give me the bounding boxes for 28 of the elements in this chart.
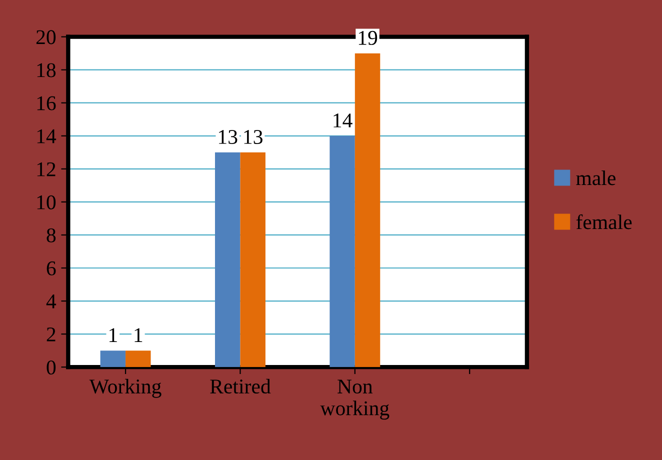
x-tick-label: Working	[89, 378, 162, 398]
y-tick-label: 20	[36, 30, 56, 44]
data-label: 1	[110, 328, 117, 342]
data-label: 13	[219, 130, 238, 144]
y-tick-label: 10	[37, 195, 56, 210]
bar	[214, 152, 240, 368]
y-tick-label: 18	[37, 63, 56, 78]
y-tick-label: 8	[46, 228, 56, 242]
x-tick-label: Retired	[210, 378, 271, 394]
y-tick-label: 14	[37, 129, 56, 144]
data-label: 13	[244, 130, 262, 144]
bar	[354, 53, 380, 368]
bar	[240, 152, 266, 368]
bar	[126, 350, 151, 368]
y-tick-label: 4	[46, 294, 56, 308]
bar	[100, 350, 126, 368]
y-tick-label: 16	[37, 96, 56, 110]
data-label: 19	[358, 30, 378, 45]
data-label: 1	[134, 328, 142, 342]
legend-label: female	[576, 214, 632, 230]
bar	[330, 136, 355, 368]
x-tick-label: Non working	[320, 380, 390, 420]
y-tick-label: 12	[37, 162, 56, 176]
legend-label: male	[576, 170, 616, 186]
data-label: 14	[334, 114, 352, 128]
y-tick-label: 6	[46, 261, 56, 276]
y-tick-label: 2	[46, 327, 56, 342]
y-tick-label: 0	[46, 360, 56, 375]
